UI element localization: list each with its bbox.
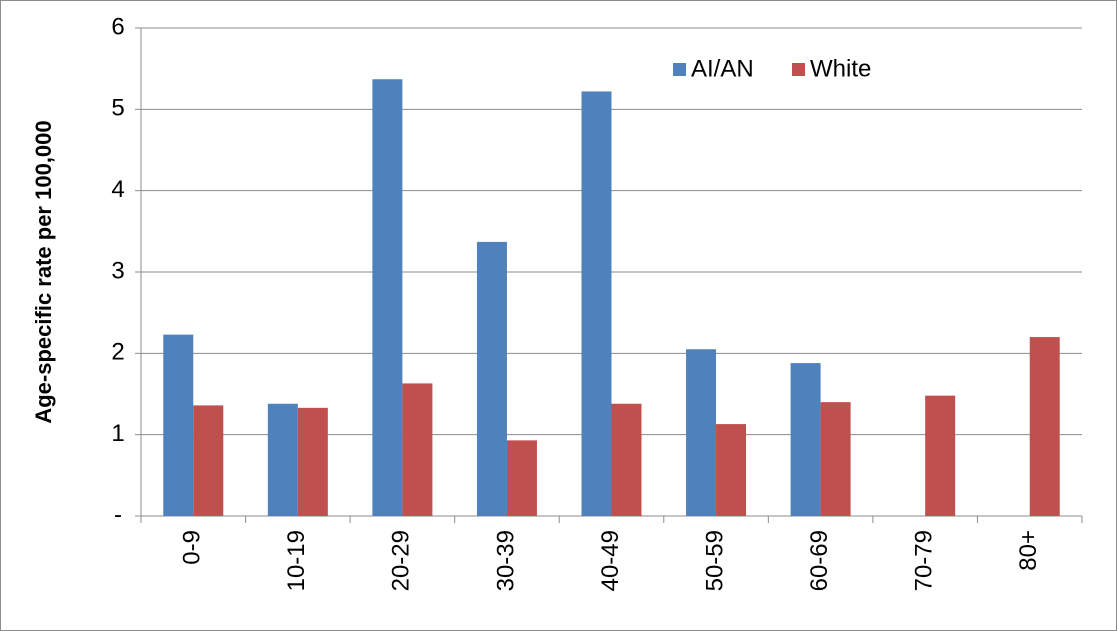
bar: [716, 424, 747, 516]
bar: [476, 241, 507, 516]
bar: [581, 91, 612, 516]
bar: [506, 440, 537, 516]
bar: [790, 363, 821, 516]
bar: [611, 403, 642, 516]
bar: [820, 402, 851, 516]
x-tick-label: 70-79: [911, 530, 938, 591]
y-tick-label: 2: [111, 339, 124, 366]
bar: [372, 79, 403, 517]
x-tick-label: 60-69: [806, 530, 833, 591]
x-tick-label: 0-9: [179, 530, 206, 565]
legend-label: AI/AN: [691, 55, 754, 82]
x-tick-label: 10-19: [283, 530, 310, 591]
legend-swatch: [673, 63, 686, 76]
bar: [686, 349, 717, 516]
y-tick-label: 1: [111, 420, 124, 447]
bar: [925, 395, 956, 516]
y-tick-label: 5: [111, 95, 124, 122]
y-axis-label: Age-specific rate per 100,000: [31, 120, 56, 423]
x-tick-label: 20-29: [388, 530, 415, 591]
bar: [402, 383, 433, 516]
x-tick-label: 50-59: [701, 530, 728, 591]
x-tick-label: 40-49: [597, 530, 624, 591]
x-tick-label: 80+: [1015, 530, 1042, 571]
legend-swatch: [792, 63, 805, 76]
y-tick-label: -: [114, 501, 122, 528]
y-tick-label: 4: [111, 176, 124, 203]
bar: [1029, 337, 1060, 516]
bar: [297, 407, 328, 516]
y-tick-label: 6: [111, 13, 124, 40]
y-tick-label: 3: [111, 257, 124, 284]
legend-label: White: [810, 55, 871, 82]
x-tick-label: 30-39: [492, 530, 519, 591]
bar: [267, 403, 298, 516]
bar: [163, 334, 194, 516]
bar: [193, 405, 224, 516]
